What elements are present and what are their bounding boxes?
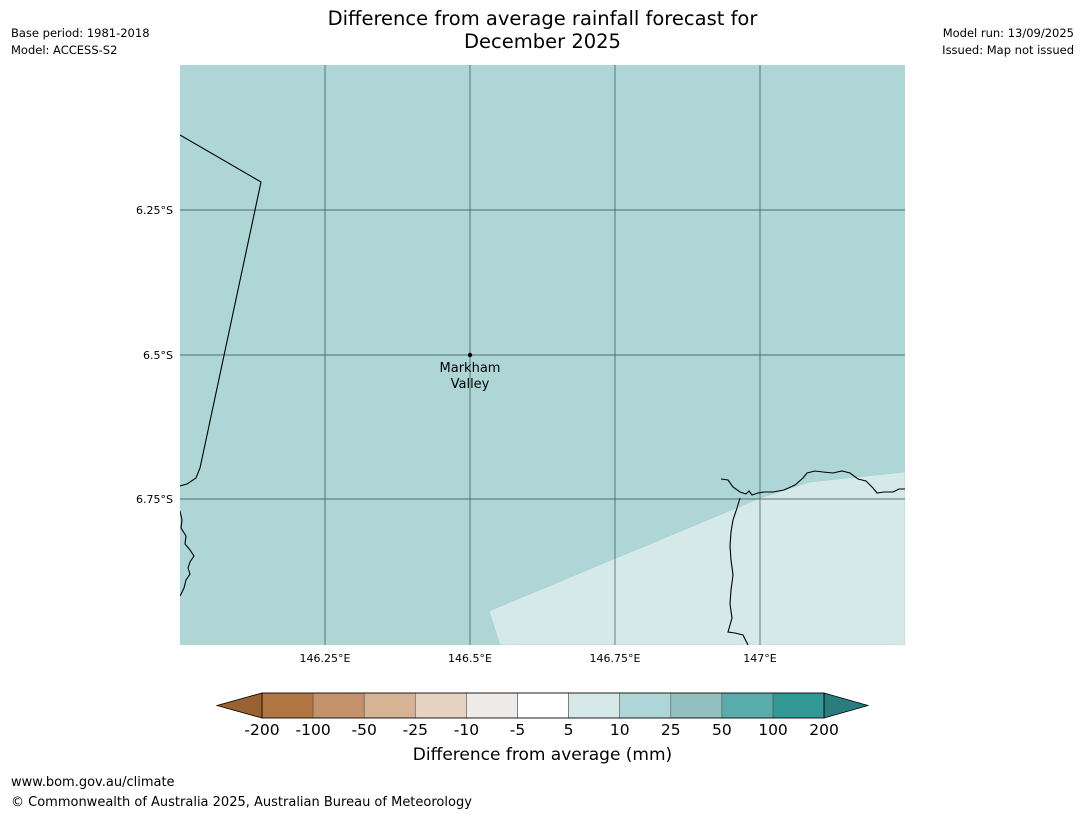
lon-tick-label: 146.25°E — [300, 652, 351, 665]
latitude-ticks: 6.25°S 6.5°S 6.75°S — [136, 204, 173, 506]
colorbar-swatch — [517, 692, 569, 719]
border-line — [180, 134, 262, 487]
lat-tick-label: 6.5°S — [143, 349, 173, 362]
base-period-text: Base period: 1981-2018 — [11, 26, 150, 40]
colorbar-swatch — [261, 692, 314, 719]
place-label-line1: Markham — [440, 361, 501, 376]
colorbar-tick-label: -10 — [454, 721, 479, 739]
lat-tick-label: 6.25°S — [136, 204, 173, 217]
colorbar-tick-label: -25 — [403, 721, 428, 739]
colorbar-tick-label: -50 — [352, 721, 377, 739]
meta-right: Model run: 13/09/2025 Issued: Map not is… — [942, 25, 1074, 59]
colorbar-extension-low — [215, 692, 263, 719]
colorbar-swatch — [568, 692, 620, 719]
lat-tick-label: 6.75°S — [136, 493, 173, 506]
colorbar-swatch — [312, 692, 365, 719]
colorbar-outline — [261, 692, 825, 719]
colorbar-tick-label: -5 — [510, 721, 525, 739]
map-title: Difference from average rainfall forecas… — [0, 7, 1085, 53]
model-text: Model: ACCESS-S2 — [11, 43, 118, 57]
river-line — [727, 497, 749, 645]
longitude-ticks: 146.25°E 146.5°E 146.75°E 147°E — [300, 652, 777, 665]
footer-copyright: © Commonwealth of Australia 2025, Austra… — [11, 795, 472, 810]
colorbar-swatch — [670, 692, 723, 719]
model-run-text: Model run: 13/09/2025 — [942, 26, 1074, 40]
meta-left: Base period: 1981-2018 Model: ACCESS-S2 — [11, 25, 150, 59]
coastline-west — [180, 510, 195, 597]
boundaries — [180, 134, 905, 645]
colorbar-swatch — [363, 692, 416, 719]
title-line-2: December 2025 — [464, 30, 621, 53]
colorbar-tick-label: -100 — [296, 721, 331, 739]
colorbar-extension-high — [823, 692, 870, 719]
place-marker: Markham Valley — [440, 352, 501, 392]
colorbar-title: Difference from average (mm) — [412, 745, 673, 765]
colorbar-tick-label: 50 — [712, 721, 732, 739]
coastline-east — [720, 470, 905, 496]
issued-text: Issued: Map not issued — [942, 43, 1074, 57]
colorbar: -200 -100 -50 -25 -10 -5 5 10 25 50 100 200 — [215, 692, 870, 739]
colorbar-swatch — [772, 692, 825, 719]
colorbar-tick-label: 100 — [758, 721, 788, 739]
colorbar-tick-label: 10 — [610, 721, 630, 739]
colorbar-swatch — [466, 692, 518, 719]
lon-tick-label: 146.5°E — [448, 652, 492, 665]
colorbar-swatch — [619, 692, 672, 719]
colorbar-swatch — [414, 692, 467, 719]
colorbar-tick-label: 200 — [809, 721, 839, 739]
colorbar-tick-label: 5 — [564, 721, 574, 739]
colorbar-labels: -200 -100 -50 -25 -10 -5 5 10 25 50 100 200 — [244, 721, 838, 739]
lon-tick-label: 147°E — [743, 652, 776, 665]
colorbar-swatch — [721, 692, 774, 719]
title-line-1: Difference from average rainfall forecas… — [327, 7, 758, 30]
rainfall-map: Markham Valley 6.25°S 6.5°S 6.75°S 146.2… — [136, 65, 905, 665]
colorbar-tick-label: 25 — [661, 721, 681, 739]
place-dot — [467, 352, 473, 358]
footer-url: www.bom.gov.au/climate — [11, 775, 175, 790]
lon-tick-label: 146.75°E — [590, 652, 641, 665]
colorbar-swatches — [215, 692, 870, 719]
colorbar-tick-label: -200 — [244, 721, 279, 739]
place-label-line2: Valley — [451, 377, 490, 392]
